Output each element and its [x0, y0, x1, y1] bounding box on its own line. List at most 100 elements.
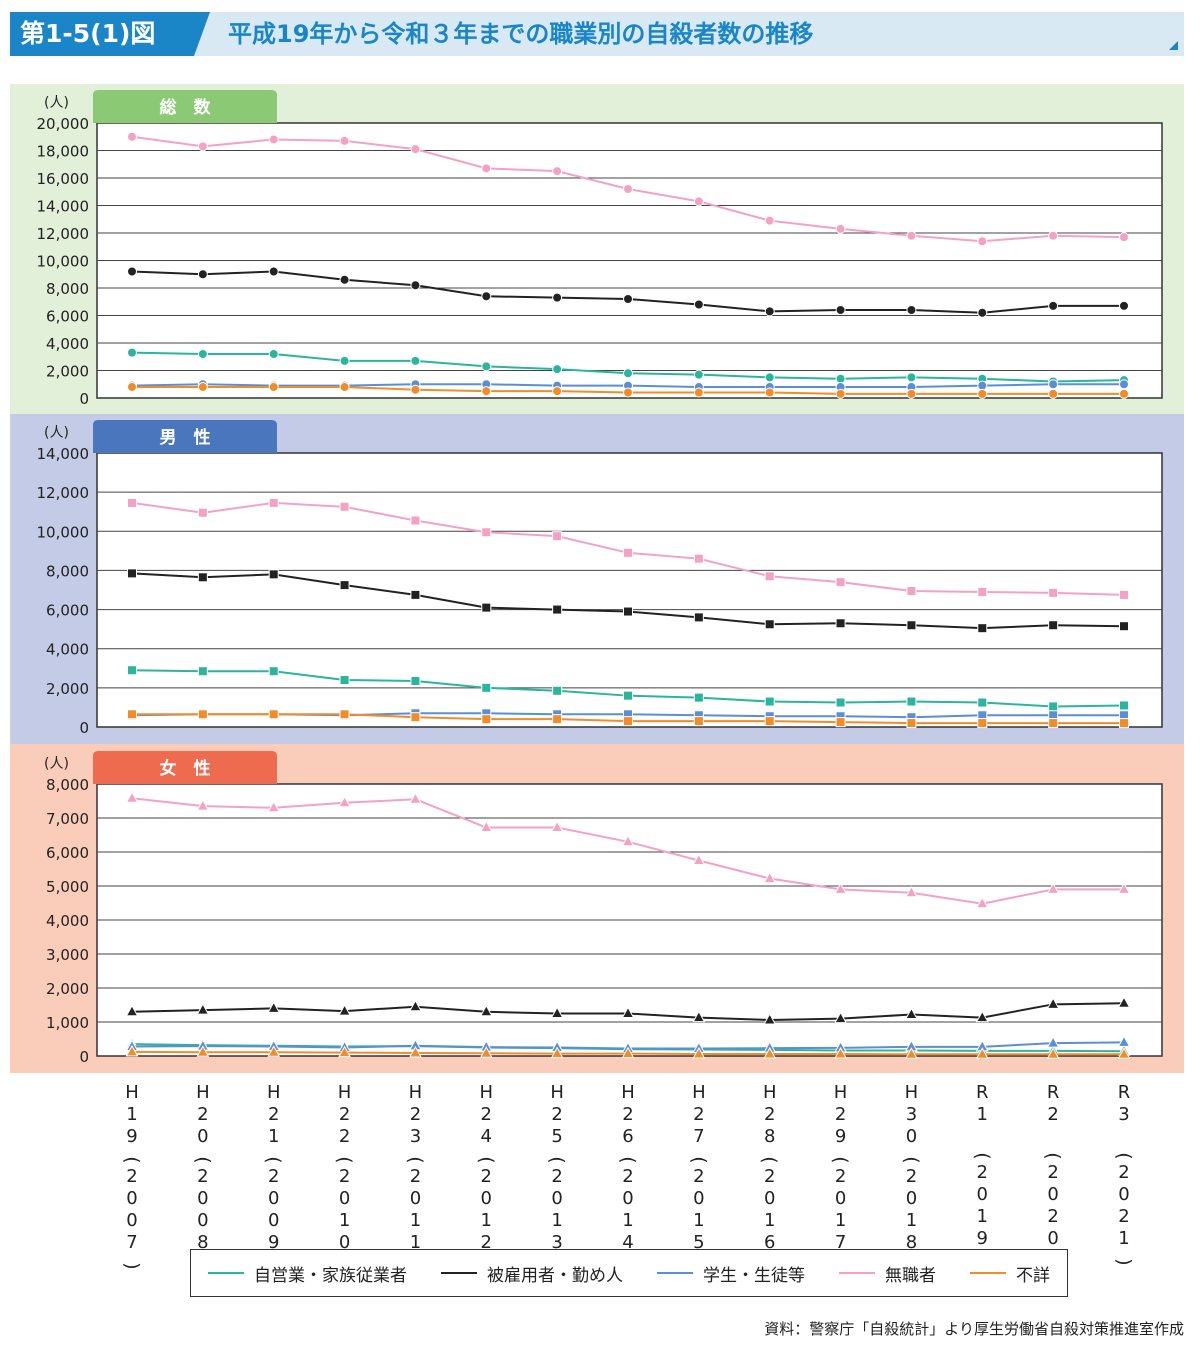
data-point	[1048, 701, 1059, 712]
data-point	[339, 355, 350, 366]
data-point	[1119, 300, 1129, 311]
data-point	[764, 619, 775, 630]
y-unit-label: (人)	[44, 756, 69, 772]
x-tick-char: 0	[197, 1210, 208, 1231]
x-tick-char: 2	[1047, 1206, 1058, 1227]
y-tick-label: 8,000	[46, 280, 89, 298]
panel-title-tab-female	[93, 751, 277, 784]
x-tick-char: R	[1047, 1082, 1060, 1103]
data-point	[339, 709, 350, 720]
data-point	[410, 676, 421, 687]
x-tick-char: 0	[551, 1188, 562, 1209]
source-note: 資料：警察庁「自殺統計」より厚生労働省自殺対策推進室作成	[764, 1320, 1184, 1338]
data-point	[764, 215, 775, 226]
x-tick-char: 0	[339, 1232, 350, 1253]
data-point	[127, 382, 137, 392]
chart-legend: 自営業・家族従業者 被雇用者・勤め人 学生・生徒等 無職者 不詳	[190, 1249, 1068, 1297]
x-tick-char: 2	[410, 1104, 421, 1125]
data-point	[1046, 882, 1060, 894]
x-tick-char: 0	[339, 1188, 350, 1209]
x-tick-char: 7	[693, 1126, 704, 1147]
data-point	[623, 184, 633, 194]
x-tick-char: (	[617, 1156, 639, 1163]
y-tick-label: 6,000	[46, 602, 89, 620]
data-point	[410, 712, 421, 723]
legend-swatch-student	[657, 1272, 693, 1274]
x-tick-char: 2	[1047, 1104, 1058, 1125]
data-point	[196, 799, 210, 811]
y-tick-label: 6,000	[46, 308, 89, 326]
x-tick-char: 3	[551, 1232, 562, 1253]
data-point	[552, 166, 563, 177]
data-point	[764, 696, 775, 707]
x-tick-char: 3	[906, 1104, 917, 1125]
y-tick-label: 4,000	[46, 641, 89, 659]
plot-area-male	[96, 452, 1163, 728]
x-tick-char: H	[763, 1082, 777, 1103]
data-point	[197, 349, 208, 359]
panel-title-female: 女 性	[160, 758, 211, 779]
x-tick-char: 2	[693, 1166, 704, 1187]
data-point	[977, 623, 988, 634]
data-point	[267, 1001, 281, 1013]
data-point	[621, 834, 635, 847]
y-tick-label: 8,000	[46, 776, 89, 794]
data-point	[764, 372, 775, 383]
y-tick-label: 2,000	[46, 363, 89, 381]
data-point	[1048, 300, 1059, 311]
data-point	[127, 709, 137, 720]
x-tick-char: 2	[481, 1104, 492, 1125]
x-tick-char: (	[830, 1156, 852, 1163]
data-point	[268, 349, 279, 359]
data-point	[906, 718, 917, 729]
x-tick-char: 1	[410, 1210, 421, 1231]
data-point	[975, 896, 989, 909]
legend-item-student: 学生・生徒等	[657, 1261, 805, 1286]
x-tick-char: 2	[693, 1104, 704, 1125]
y-tick-label: 2,000	[46, 980, 89, 998]
y-tick-label: 0	[79, 390, 89, 408]
data-point	[197, 572, 208, 583]
data-point	[1119, 379, 1129, 390]
data-point	[481, 527, 492, 538]
figure-title: 平成19年から令和３年までの職業別の自殺者数の推移	[228, 20, 814, 48]
data-point	[127, 568, 137, 579]
data-point	[481, 163, 492, 174]
data-point	[125, 1044, 139, 1057]
x-tick-char: 2	[835, 1166, 846, 1187]
x-tick-char: 0	[1047, 1228, 1058, 1249]
data-point	[1046, 1047, 1060, 1059]
data-point	[552, 386, 563, 397]
x-tick-char: 6	[764, 1232, 775, 1253]
data-point	[623, 547, 633, 558]
data-point	[906, 620, 917, 631]
data-point	[1117, 1047, 1131, 1059]
data-point	[693, 553, 704, 564]
x-tick-char: (	[404, 1156, 426, 1163]
x-tick-char: 2	[622, 1104, 633, 1125]
legend-label-unknown: 不詳	[1016, 1265, 1050, 1286]
y-tick-label: 1,000	[46, 1014, 89, 1032]
y-tick-label: 4,000	[46, 912, 89, 930]
x-tick-char: 2	[764, 1104, 775, 1125]
x-tick-char: H	[125, 1082, 139, 1103]
x-tick-char: H	[196, 1082, 210, 1103]
x-tick-char: (	[334, 1156, 356, 1163]
x-tick-char: 1	[481, 1210, 492, 1231]
data-point	[623, 294, 633, 304]
x-tick-char: 1	[764, 1210, 775, 1231]
x-tick-char: 9	[977, 1228, 988, 1249]
data-point	[834, 1046, 847, 1059]
data-point	[125, 791, 139, 803]
data-point	[338, 1045, 351, 1058]
x-tick-char: 7	[126, 1232, 137, 1253]
data-point	[1117, 882, 1131, 894]
panel-title-tab-total	[93, 90, 277, 123]
x-tick-char: (	[971, 1152, 993, 1159]
x-tick-char: (	[1113, 1152, 1135, 1159]
data-point	[197, 382, 208, 392]
data-point	[835, 305, 846, 315]
data-point	[552, 531, 563, 542]
data-point	[267, 1045, 281, 1057]
data-point	[693, 387, 704, 398]
